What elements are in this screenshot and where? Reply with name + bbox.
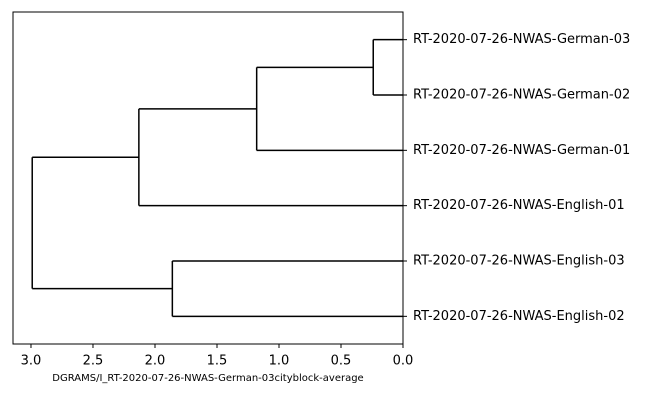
x-tick-label: 2.0 <box>145 354 166 369</box>
plot-frame <box>12 11 404 345</box>
x-tick-label: 2.5 <box>83 354 104 369</box>
dendrogram-link <box>171 260 403 318</box>
leaf-label: RT-2020-07-26-NWAS-German-01 <box>413 143 630 158</box>
x-tick-label: 1.0 <box>269 354 290 369</box>
leaf-label: RT-2020-07-26-NWAS-English-03 <box>413 254 625 269</box>
leaf-label: RT-2020-07-26-NWAS-English-02 <box>413 309 625 324</box>
x-tick-label: 0.5 <box>331 354 352 369</box>
leaf-label: RT-2020-07-26-NWAS-German-02 <box>413 88 630 103</box>
x-tick-label: 1.5 <box>207 354 228 369</box>
dendrogram-link <box>138 108 403 207</box>
x-tick-label: 0.0 <box>393 354 414 369</box>
dendrogram-link <box>31 156 173 290</box>
dendrogram-link <box>372 38 403 96</box>
leaf-label: RT-2020-07-26-NWAS-German-03 <box>413 32 630 47</box>
x-tick-label: 3.0 <box>21 354 42 369</box>
dendrogram-link <box>255 66 403 152</box>
leaf-label: RT-2020-07-26-NWAS-English-01 <box>413 198 625 213</box>
x-axis-label: DGRAMS/I_RT-2020-07-26-NWAS-German-03cit… <box>52 373 363 384</box>
